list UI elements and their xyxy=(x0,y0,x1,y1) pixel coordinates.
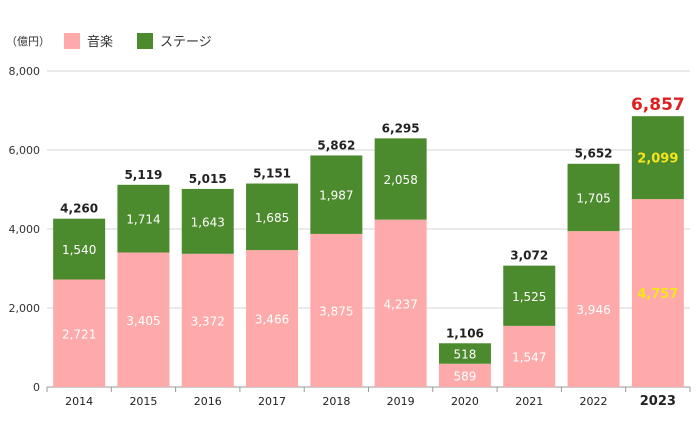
data-label-stage: 1,705 xyxy=(576,191,610,205)
y-tick-label: 8,000 xyxy=(9,65,41,78)
total-label: 4,260 xyxy=(60,202,98,216)
bar-segment-music xyxy=(181,253,234,387)
total-label: 1,106 xyxy=(446,326,484,340)
bar-segment-stage xyxy=(631,116,684,200)
data-label-music: 3,875 xyxy=(319,304,353,318)
total-label: 5,862 xyxy=(317,138,355,152)
legend: 音楽 ステージ xyxy=(64,31,236,50)
legend-item-music: 音楽 xyxy=(64,31,113,50)
data-label-music: 3,372 xyxy=(191,314,225,328)
bar-segment-music xyxy=(53,279,106,387)
x-tick-label: 2018 xyxy=(322,395,350,408)
x-tick-label: 2021 xyxy=(515,395,543,408)
bar-segment-music xyxy=(374,219,427,387)
data-label-music: 2,721 xyxy=(62,327,96,341)
unit-label: （億円） xyxy=(6,35,50,48)
data-label-music: 589 xyxy=(453,369,476,383)
bar-segment-music xyxy=(117,252,170,387)
bar-segment-music xyxy=(567,231,620,387)
x-tick-label: 2017 xyxy=(258,395,286,408)
total-label: 5,015 xyxy=(189,172,227,186)
total-label: 5,652 xyxy=(575,147,613,161)
bar-segment-music xyxy=(438,363,491,387)
data-label-stage: 1,643 xyxy=(191,215,225,229)
y-tick-label: 0 xyxy=(33,381,40,394)
x-tick-label: 2022 xyxy=(580,395,608,408)
y-tick-label: 2,000 xyxy=(9,302,41,315)
x-tick-label: 2014 xyxy=(65,395,93,408)
data-label-music: 3,405 xyxy=(126,314,160,328)
y-tick-label: 4,000 xyxy=(9,223,41,236)
data-label-stage: 1,987 xyxy=(319,189,353,203)
bar-segment-music xyxy=(503,325,556,387)
data-label-music: 4,237 xyxy=(383,297,417,311)
data-label-music: 1,547 xyxy=(512,350,546,364)
data-label-stage: 1,714 xyxy=(126,213,160,227)
data-label-stage: 1,540 xyxy=(62,243,96,257)
data-label-music: 3,466 xyxy=(255,313,289,327)
bar-segment-stage xyxy=(117,184,170,253)
data-label-stage: 1,685 xyxy=(255,211,289,225)
bar-segment-stage xyxy=(374,138,427,220)
bar-segment-stage xyxy=(181,188,234,254)
total-label: 6,857 xyxy=(631,95,685,115)
data-label-music: 4,757 xyxy=(637,287,678,302)
x-tick-label: 2016 xyxy=(194,395,222,408)
legend-label-stage: ステージ xyxy=(160,35,212,50)
x-tick-label: 2023 xyxy=(640,394,676,409)
bar-segment-music xyxy=(246,250,299,387)
total-label: 3,072 xyxy=(510,249,548,263)
bar-segment-stage xyxy=(503,265,556,326)
legend-label-music: 音楽 xyxy=(87,35,114,50)
bar-segment-stage xyxy=(567,163,620,232)
y-tick-label: 6,000 xyxy=(9,144,41,157)
legend-item-stage: ステージ xyxy=(137,31,212,50)
total-label: 5,151 xyxy=(253,167,291,181)
x-tick-label: 2019 xyxy=(387,395,415,408)
bar-segment-stage xyxy=(310,155,363,234)
data-label-music: 3,946 xyxy=(576,303,610,317)
data-label-stage: 2,058 xyxy=(383,173,417,187)
data-label-stage: 1,525 xyxy=(512,290,546,304)
data-label-stage: 518 xyxy=(453,348,476,362)
legend-swatch-music xyxy=(64,32,80,49)
total-label: 6,295 xyxy=(382,121,420,135)
bar-segment-music xyxy=(631,199,684,387)
bar-segment-stage xyxy=(53,218,106,280)
data-label-stage: 2,099 xyxy=(637,152,678,167)
bar-segment-stage xyxy=(246,183,299,251)
legend-swatch-stage xyxy=(137,32,154,49)
x-tick-label: 2015 xyxy=(129,395,157,408)
x-tick-label: 2020 xyxy=(451,395,479,408)
bar-segment-music xyxy=(310,233,363,387)
total-label: 5,119 xyxy=(124,168,162,182)
bar-segment-stage xyxy=(438,343,491,364)
